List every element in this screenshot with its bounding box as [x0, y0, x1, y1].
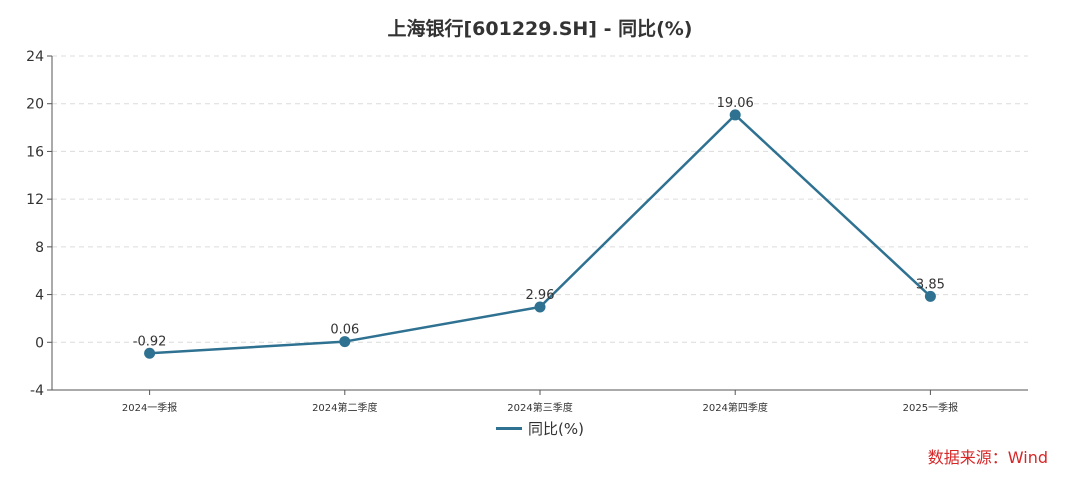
source-note: 数据来源：Wind	[927, 448, 1048, 467]
data-point[interactable]	[729, 109, 741, 121]
data-label: -0.92	[133, 334, 167, 349]
data-point[interactable]	[339, 336, 351, 348]
data-point[interactable]	[924, 290, 936, 302]
x-tick-label: 2024第三季度	[507, 401, 572, 414]
chart-title: 上海银行[601229.SH] - 同比(%)	[387, 18, 693, 40]
x-tick-label: 2025一季报	[903, 401, 958, 414]
y-tick-label: 0	[35, 335, 44, 351]
legend-label: 同比(%)	[528, 420, 584, 438]
series-line	[149, 113, 932, 355]
data-label: 0.06	[330, 323, 359, 338]
y-tick-label: 4	[35, 288, 44, 304]
data-point[interactable]	[144, 347, 156, 359]
y-tick-label: 16	[26, 144, 44, 160]
y-tick-label: 8	[35, 240, 44, 256]
y-tick-label: 24	[26, 49, 44, 65]
x-tick-label: 2024第二季度	[312, 401, 377, 414]
data-label: 2.96	[526, 288, 555, 303]
y-tick-label: -4	[30, 383, 44, 399]
data-point[interactable]	[534, 301, 546, 313]
x-tick-label: 2024一季报	[122, 401, 177, 414]
legend-swatch	[496, 427, 523, 430]
x-tick-label: 2024第四季度	[702, 401, 767, 414]
y-tick-label: 20	[26, 97, 44, 113]
data-label: 3.85	[916, 277, 945, 292]
legend[interactable]: 同比(%)	[0, 418, 1080, 439]
y-tick-label: 12	[26, 192, 44, 208]
data-label: 19.06	[717, 96, 754, 111]
